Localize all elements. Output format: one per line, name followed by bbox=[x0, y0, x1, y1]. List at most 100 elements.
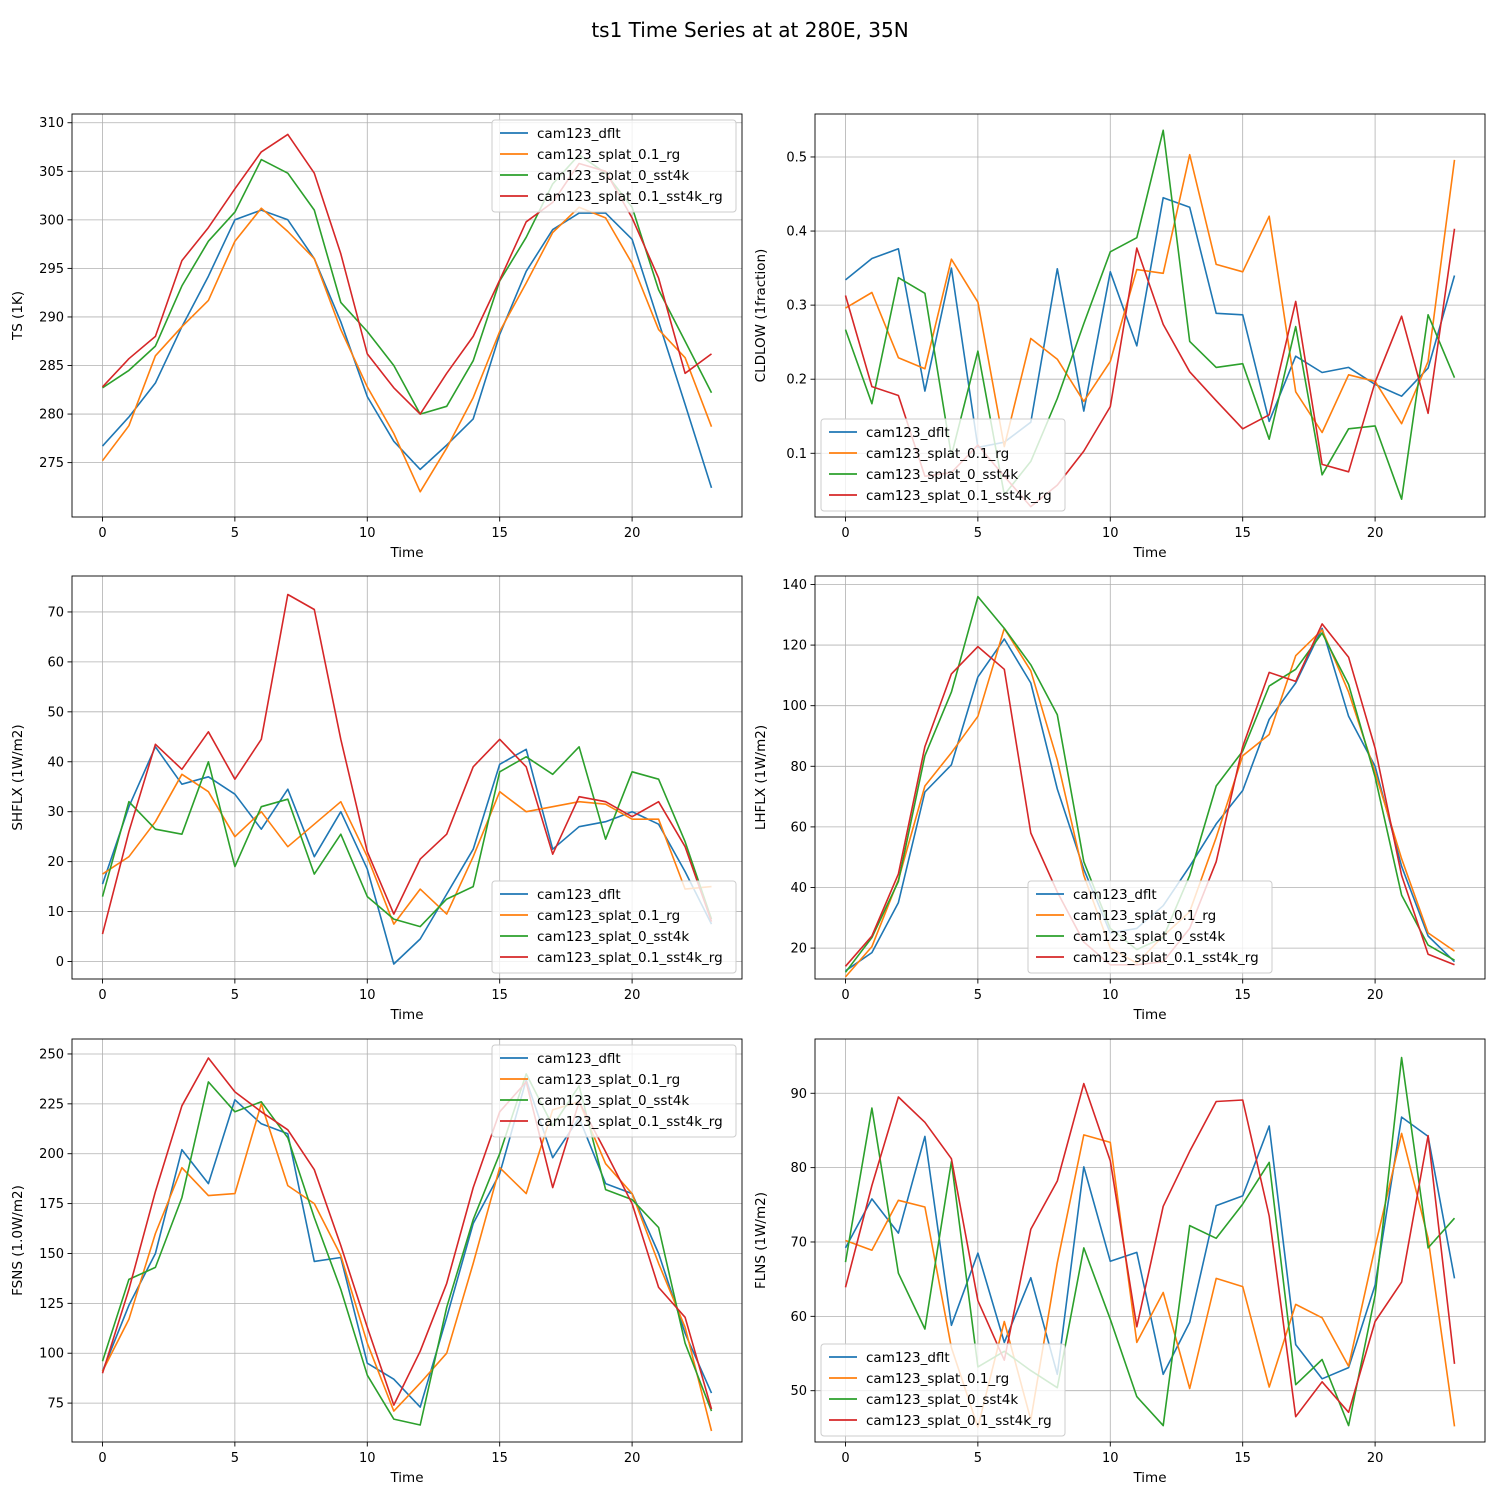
y-tick-label: 0 bbox=[56, 955, 64, 970]
y-axis-label: LHFLX (1W/m2) bbox=[753, 725, 769, 830]
y-axis-label: SHFLX (1W/m2) bbox=[10, 724, 26, 830]
y-axis-label: TS (1K) bbox=[10, 291, 26, 341]
x-tick-label: 20 bbox=[624, 1451, 641, 1466]
x-tick-label: 5 bbox=[974, 988, 982, 1003]
y-tick-label: 0.1 bbox=[786, 447, 807, 462]
y-tick-label: 285 bbox=[39, 359, 64, 374]
legend-entry: cam123_dflt bbox=[537, 126, 621, 142]
axes-frame bbox=[71, 1038, 743, 1443]
legend-entry: cam123_splat_0.1_rg bbox=[537, 1072, 680, 1088]
series-line-cam123_splat_0_sst4k bbox=[101, 745, 713, 928]
x-tick-label: 10 bbox=[359, 988, 376, 1003]
x-tick-label: 20 bbox=[1367, 526, 1384, 541]
y-tick-label: 40 bbox=[47, 755, 64, 770]
x-tick-label: 10 bbox=[359, 526, 376, 541]
legend-box bbox=[1027, 880, 1273, 974]
x-tick-label: 5 bbox=[231, 526, 239, 541]
legend: cam123_dflt cam123_splat_0.1_rg cam123_spl… bbox=[820, 1343, 1066, 1437]
y-axis-label: FSNS (1.0W/m2) bbox=[10, 1185, 26, 1296]
y-tick-label: 295 bbox=[39, 262, 64, 277]
legend: cam123_dflt cam123_splat_0.1_rg cam123_spl… bbox=[820, 418, 1066, 512]
legend-entry: cam123_splat_0.1_sst4k_rg bbox=[866, 1413, 1052, 1429]
legend-box bbox=[820, 418, 1066, 512]
y-tick-label: 80 bbox=[790, 760, 807, 775]
y-tick-label: 70 bbox=[47, 605, 64, 620]
legend-entry: cam123_splat_0_sst4k bbox=[1073, 929, 1225, 945]
series-line-cam123_splat_0.1_rg bbox=[101, 206, 713, 493]
axes-frame bbox=[814, 1038, 1486, 1443]
series-group bbox=[101, 1057, 713, 1432]
x-tick-label: 15 bbox=[1234, 988, 1251, 1003]
y-tick-label: 60 bbox=[790, 1310, 807, 1325]
legend-entry: cam123_splat_0_sst4k bbox=[866, 467, 1018, 483]
legend-entry: cam123_splat_0.1_sst4k_rg bbox=[537, 189, 723, 205]
y-tick-label: 125 bbox=[39, 1297, 64, 1312]
legend-entry: cam123_dflt bbox=[1073, 887, 1157, 903]
y-tick-label: 75 bbox=[47, 1397, 64, 1412]
x-tick-label: 5 bbox=[974, 1451, 982, 1466]
legend-entry: cam123_splat_0_sst4k bbox=[537, 929, 689, 945]
x-tick-label: 5 bbox=[231, 1451, 239, 1466]
figure-title: ts1 Time Series at at 280E, 35N bbox=[591, 18, 908, 42]
legend: cam123_dflt cam123_splat_0.1_rg cam123_spl… bbox=[1027, 880, 1273, 974]
series-line-cam123_splat_0.1_sst4k_rg bbox=[844, 1082, 1456, 1418]
x-tick-label: 0 bbox=[98, 526, 106, 541]
x-tick-label: 15 bbox=[491, 526, 508, 541]
legend: cam123_dflt cam123_splat_0.1_rg cam123_spl… bbox=[491, 880, 737, 974]
series-group bbox=[101, 593, 713, 965]
legend-entry: cam123_splat_0.1_rg bbox=[537, 908, 680, 924]
series-line-cam123_splat_0.1_sst4k_rg bbox=[101, 1057, 713, 1410]
series-line-cam123_dflt bbox=[101, 1079, 713, 1408]
x-tick-label: 10 bbox=[359, 1451, 376, 1466]
y-tick-label: 30 bbox=[47, 805, 64, 820]
y-tick-label: 80 bbox=[790, 1161, 807, 1176]
legend-entry: cam123_splat_0.1_sst4k_rg bbox=[866, 488, 1052, 504]
x-tick-label: 10 bbox=[1102, 526, 1119, 541]
x-axis-label: Time bbox=[1132, 1470, 1166, 1486]
legend-entry: cam123_splat_0.1_rg bbox=[866, 446, 1009, 462]
y-tick-label: 10 bbox=[47, 905, 64, 920]
legend-box bbox=[820, 1343, 1066, 1437]
x-tick-label: 20 bbox=[624, 988, 641, 1003]
subplot-2: 0 5 10 15 20 0.1 0.2 0.3 0.4 0.5 Time CLDLOW (1frac… bbox=[753, 113, 1486, 561]
x-tick-label: 20 bbox=[1367, 988, 1384, 1003]
series-group bbox=[844, 1056, 1456, 1428]
x-tick-label: 20 bbox=[624, 526, 641, 541]
axes-frame bbox=[814, 575, 1486, 980]
series-line-cam123_splat_0_sst4k bbox=[101, 1073, 713, 1426]
axes-frame bbox=[71, 575, 743, 980]
legend-box bbox=[491, 880, 737, 974]
y-tick-label: 280 bbox=[39, 408, 64, 423]
legend-entry: cam123_splat_0.1_rg bbox=[1073, 908, 1216, 924]
y-tick-label: 60 bbox=[47, 655, 64, 670]
y-tick-label: 140 bbox=[782, 578, 807, 593]
legend-entry: cam123_dflt bbox=[866, 425, 950, 441]
series-line-cam123_dflt bbox=[844, 1116, 1456, 1380]
y-axis-label: CLDLOW (1fraction) bbox=[753, 249, 769, 383]
legend-entry: cam123_splat_0_sst4k bbox=[537, 168, 689, 184]
series-line-cam123_splat_0_sst4k bbox=[844, 1056, 1456, 1427]
x-axis-label: Time bbox=[1132, 545, 1166, 561]
x-axis-label: Time bbox=[1132, 1007, 1166, 1023]
y-tick-label: 310 bbox=[39, 116, 64, 131]
x-axis-label: Time bbox=[389, 545, 423, 561]
x-tick-label: 15 bbox=[1234, 526, 1251, 541]
legend-entry: cam123_dflt bbox=[866, 1350, 950, 1366]
legend-entry: cam123_splat_0.1_sst4k_rg bbox=[537, 1114, 723, 1130]
y-tick-label: 60 bbox=[790, 820, 807, 835]
x-tick-label: 0 bbox=[98, 988, 106, 1003]
y-tick-label: 0.3 bbox=[786, 299, 807, 314]
x-tick-label: 5 bbox=[974, 526, 982, 541]
x-tick-label: 15 bbox=[491, 1451, 508, 1466]
x-tick-label: 15 bbox=[491, 988, 508, 1003]
y-tick-label: 50 bbox=[790, 1384, 807, 1399]
y-tick-label: 150 bbox=[39, 1247, 64, 1262]
series-line-cam123_splat_0.1_rg bbox=[101, 1101, 713, 1432]
series-line-cam123_splat_0.1_rg bbox=[845, 1132, 1456, 1428]
y-tick-label: 275 bbox=[39, 456, 64, 471]
axes-frame bbox=[71, 113, 743, 518]
y-tick-label: 225 bbox=[39, 1097, 64, 1112]
legend-box bbox=[491, 1044, 737, 1138]
